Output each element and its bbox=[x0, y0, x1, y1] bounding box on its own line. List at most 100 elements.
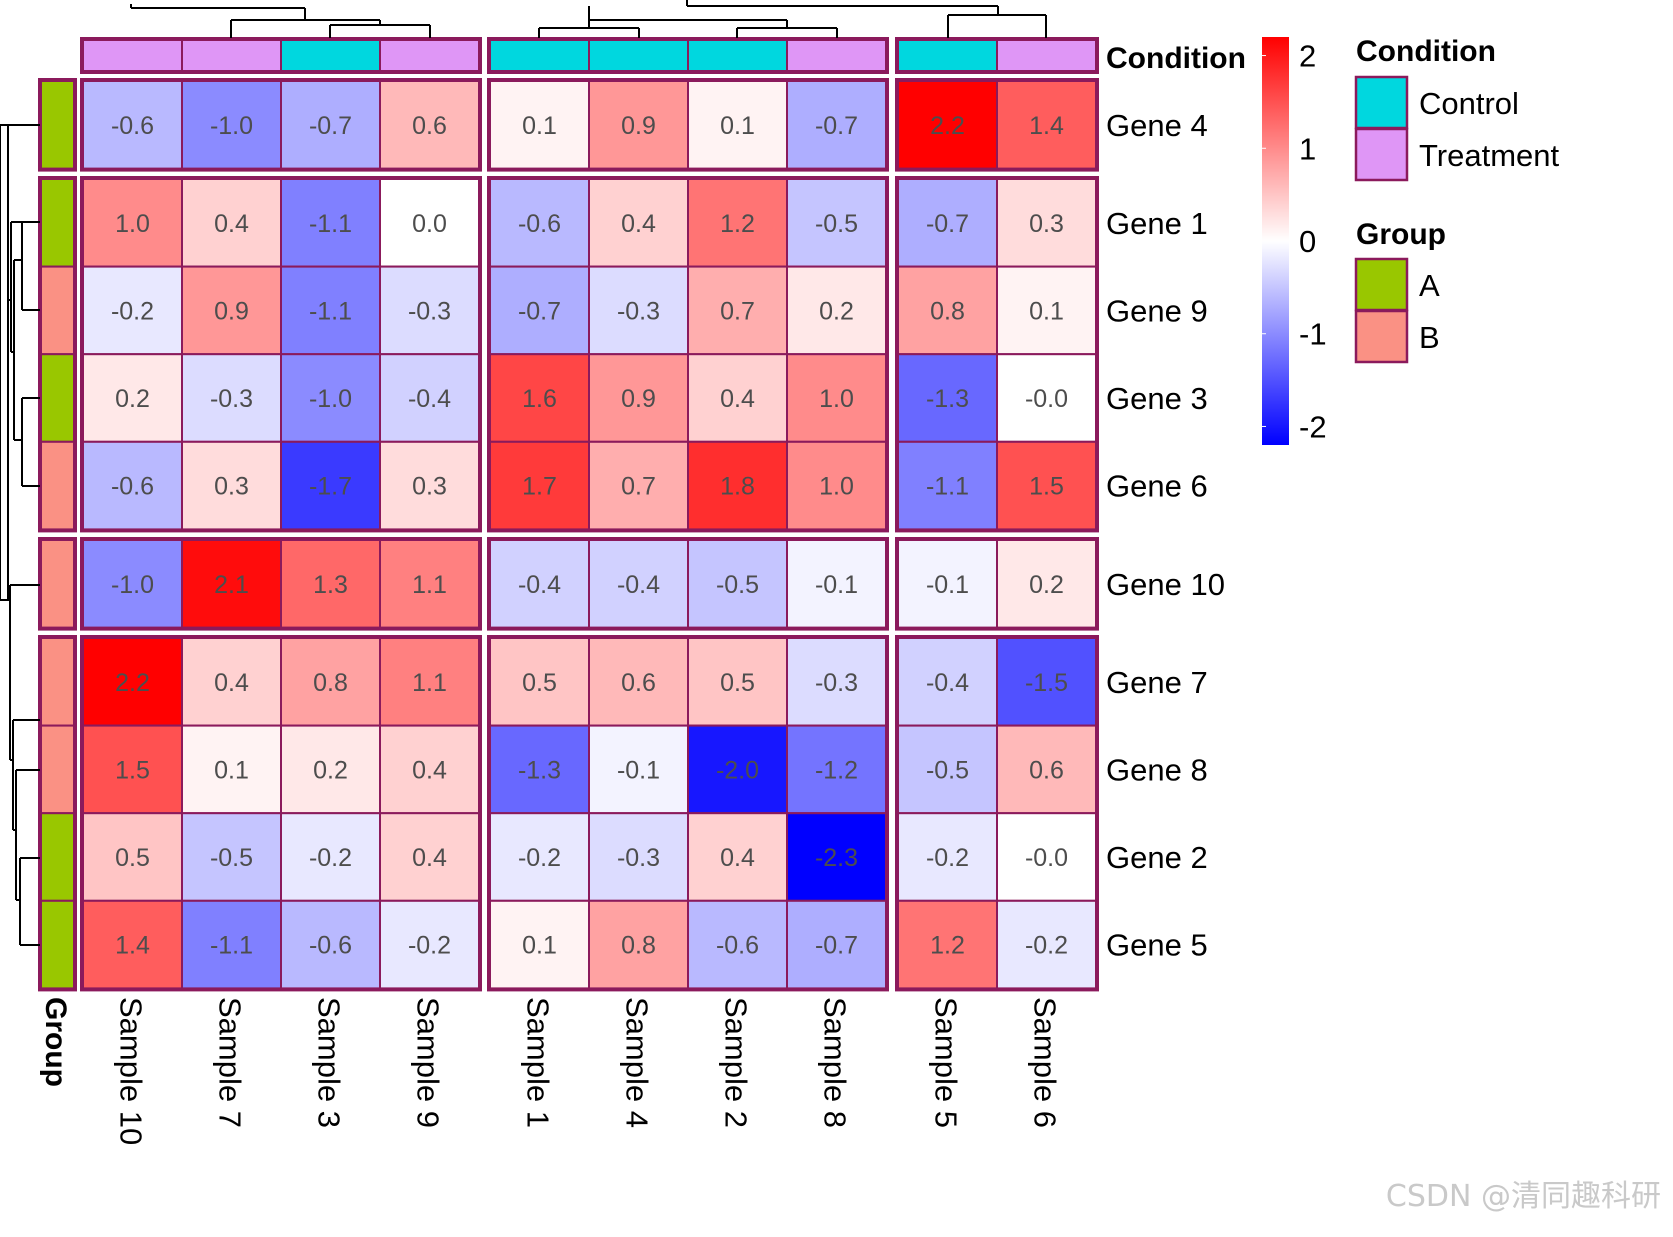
cell-value-label: 0.4 bbox=[621, 210, 656, 238]
slice-border bbox=[895, 78, 1099, 172]
cell-value-label: -1.1 bbox=[309, 297, 352, 325]
column-label: Sample 3 bbox=[312, 997, 347, 1128]
cell-value-label: 0.2 bbox=[115, 385, 150, 413]
heatmap-cell bbox=[82, 539, 183, 629]
heatmap-cell bbox=[588, 724, 689, 815]
heatmap-cell bbox=[379, 539, 480, 629]
cell-value-label: -0.7 bbox=[309, 112, 352, 140]
cell-value-label: -0.2 bbox=[1025, 932, 1068, 960]
cell-value-label: -0.5 bbox=[815, 210, 858, 238]
cell-value-label: -0.0 bbox=[1025, 385, 1068, 413]
heatmap-cell bbox=[181, 812, 282, 902]
group-annotation-cell bbox=[40, 539, 75, 629]
condition-annotation-cell bbox=[996, 39, 1097, 72]
cell-value-label: -0.2 bbox=[518, 844, 561, 872]
heatmap-cell bbox=[996, 353, 1097, 443]
cell-value-label: -0.7 bbox=[926, 210, 969, 238]
slice-border bbox=[487, 537, 889, 631]
cell-value-label: -0.6 bbox=[518, 210, 561, 238]
heatmap-cell bbox=[181, 178, 282, 268]
cell-value-label: 1.0 bbox=[115, 210, 150, 238]
cell-value-label: -0.2 bbox=[309, 844, 352, 872]
cell-value-label: -0.1 bbox=[815, 571, 858, 599]
cell-value-label: 0.8 bbox=[621, 932, 656, 960]
heatmap-cell bbox=[897, 724, 998, 815]
cell-value-label: -0.4 bbox=[926, 669, 969, 697]
group-annotation-border bbox=[38, 635, 77, 992]
cell-value-label: -0.3 bbox=[408, 297, 451, 325]
heatmap-cell bbox=[82, 80, 183, 170]
heatmap-cell bbox=[996, 539, 1097, 629]
cell-value-label: -0.2 bbox=[408, 932, 451, 960]
cell-value-label: -0.3 bbox=[210, 385, 253, 413]
cell-value-label: 1.4 bbox=[1029, 112, 1064, 140]
colorbar-tick-label: -1 bbox=[1299, 317, 1327, 352]
heatmap-cell bbox=[588, 637, 689, 727]
cell-value-label: -0.5 bbox=[926, 756, 969, 784]
slice-border bbox=[80, 176, 482, 533]
heatmap-cell bbox=[786, 440, 887, 531]
condition-legend-swatch bbox=[1354, 75, 1409, 130]
cell-value-label: 0.3 bbox=[412, 473, 447, 501]
heatmap-cell bbox=[996, 899, 1097, 990]
cell-value-label: -2.0 bbox=[716, 756, 759, 784]
cell-value-label: 1.4 bbox=[115, 932, 150, 960]
cell-value-label: 0.7 bbox=[720, 297, 755, 325]
cell-value-label: -0.4 bbox=[518, 571, 561, 599]
cell-value-label: 0.1 bbox=[522, 112, 557, 140]
heatmap-cell bbox=[588, 440, 689, 531]
cell-value-label: -0.3 bbox=[815, 669, 858, 697]
cell-value-label: -1.0 bbox=[309, 385, 352, 413]
cell-value-label: 0.9 bbox=[214, 297, 249, 325]
cell-value-label: 2.2 bbox=[115, 669, 150, 697]
cell-value-label: 0.8 bbox=[313, 669, 348, 697]
cell-value-label: 0.1 bbox=[1029, 297, 1064, 325]
heatmap-cell bbox=[489, 812, 590, 902]
heatmap-cell bbox=[687, 539, 788, 629]
cell-value-label: 1.8 bbox=[720, 473, 755, 501]
heatmap-cell bbox=[588, 80, 689, 170]
row-label: Gene 2 bbox=[1106, 840, 1208, 875]
cell-value-label: 0.4 bbox=[720, 385, 755, 413]
heatmap-cell bbox=[379, 812, 480, 902]
cell-value-label: -0.7 bbox=[518, 297, 561, 325]
row-label: Gene 9 bbox=[1106, 293, 1208, 328]
cell-value-label: 0.1 bbox=[522, 932, 557, 960]
heatmap-cell bbox=[489, 899, 590, 990]
heatmap-cell bbox=[181, 724, 282, 815]
condition-annotation-cell bbox=[280, 39, 381, 72]
cell-value-label: -0.5 bbox=[716, 571, 759, 599]
cell-value-label: 2.2 bbox=[930, 112, 965, 140]
group-legend-title: Group bbox=[1356, 218, 1446, 251]
cell-value-label: -0.1 bbox=[926, 571, 969, 599]
cell-value-label: -0.7 bbox=[815, 932, 858, 960]
cell-value-label: -0.0 bbox=[1025, 844, 1068, 872]
heatmap-cell bbox=[897, 178, 998, 268]
heatmap-cell bbox=[280, 724, 381, 815]
condition-annotation-cell bbox=[82, 39, 183, 72]
slice-border bbox=[487, 78, 889, 172]
heatmap-cell bbox=[786, 724, 887, 815]
heatmap-cell bbox=[786, 265, 887, 356]
cell-value-label: -0.3 bbox=[617, 844, 660, 872]
condition-annotation-cell bbox=[786, 39, 887, 72]
heatmap-cell bbox=[588, 178, 689, 268]
cell-value-label: 0.2 bbox=[1029, 571, 1064, 599]
row-label: Gene 7 bbox=[1106, 665, 1208, 700]
cell-value-label: -0.5 bbox=[210, 844, 253, 872]
cell-value-label: 0.6 bbox=[621, 669, 656, 697]
column-label: Sample 8 bbox=[818, 997, 853, 1128]
heatmap-cell bbox=[786, 812, 887, 902]
cell-value-label: 0.3 bbox=[214, 473, 249, 501]
heatmap-cell bbox=[687, 724, 788, 815]
condition-annotation-border bbox=[80, 37, 482, 74]
heatmap-cell bbox=[489, 440, 590, 531]
cell-value-label: 0.3 bbox=[1029, 210, 1064, 238]
cell-value-label: 0.5 bbox=[115, 844, 150, 872]
cell-value-label: 0.5 bbox=[720, 669, 755, 697]
row-label: Gene 3 bbox=[1106, 381, 1208, 416]
heatmap-cell bbox=[897, 440, 998, 531]
condition-annotation-border bbox=[895, 37, 1099, 74]
cell-value-label: 0.8 bbox=[930, 297, 965, 325]
heatmap-cell bbox=[687, 178, 788, 268]
